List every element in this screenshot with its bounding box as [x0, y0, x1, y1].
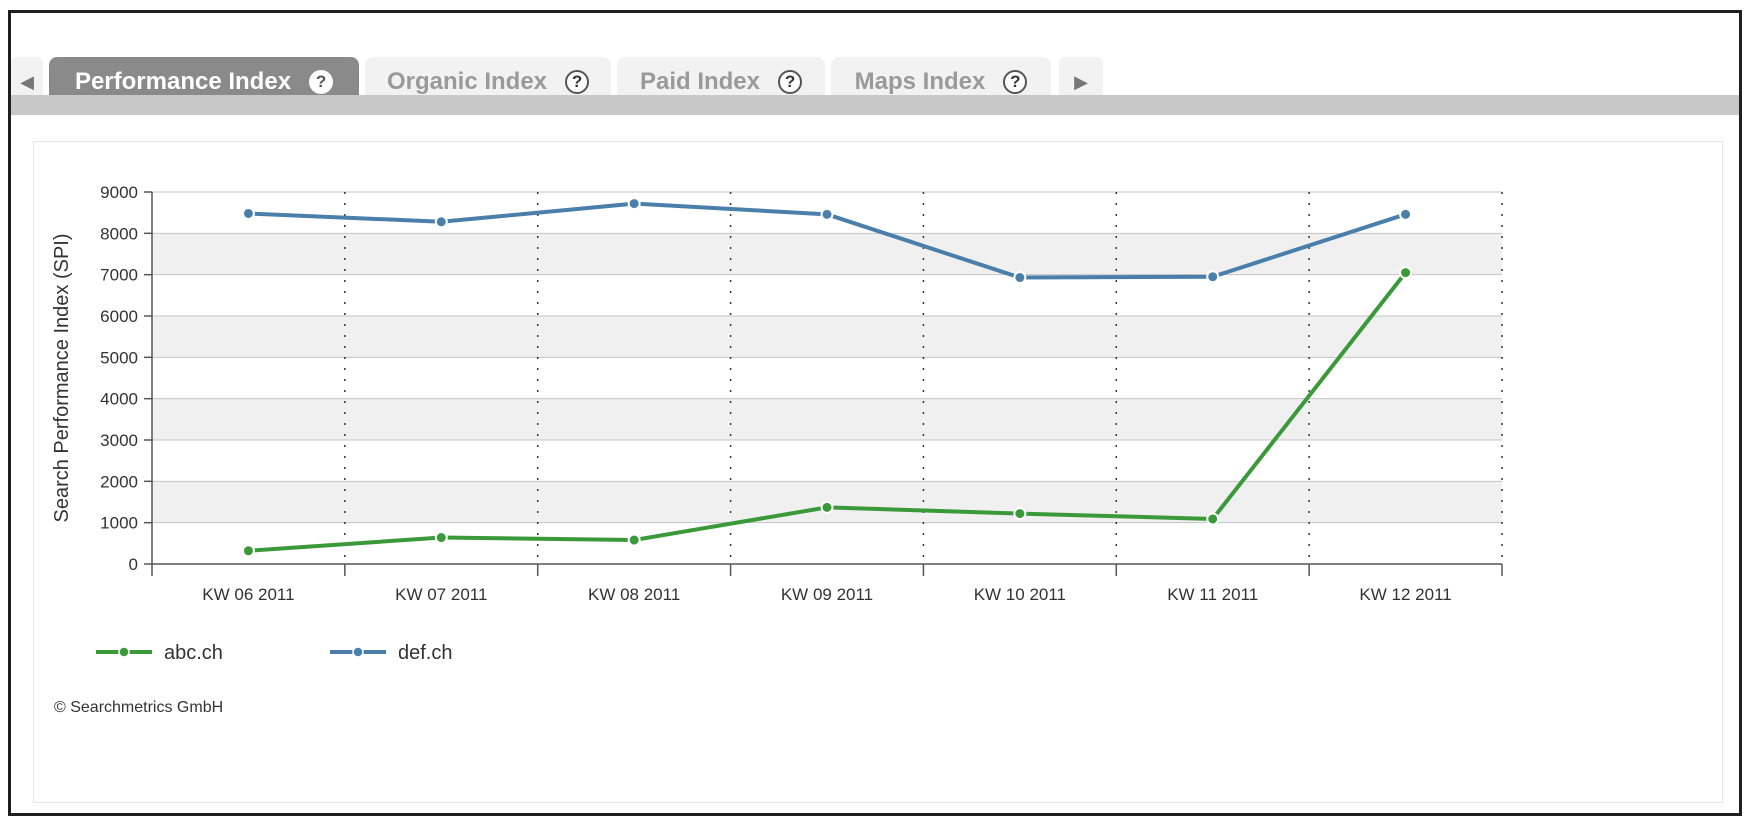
- arrow-left-icon: ◀: [20, 71, 34, 92]
- arrow-right-icon: ▶: [1074, 71, 1088, 92]
- help-icon[interactable]: ?: [309, 70, 334, 94]
- y-tick-label: 1000: [100, 514, 138, 533]
- plot-band: [152, 233, 1502, 275]
- data-point-abc-ch: [434, 531, 448, 545]
- chart-widget: ◀ Performance Index ? Organic Index ? Pa…: [8, 10, 1742, 816]
- data-point-def-ch: [1399, 207, 1413, 221]
- chart-panel: 0 1000 2000 3000 4000 5000 6000 7000 8000 9000 KW …: [33, 141, 1723, 803]
- help-icon[interactable]: ?: [565, 70, 590, 94]
- plot-band: [152, 357, 1502, 399]
- x-tick-label: KW 09 2011: [781, 585, 873, 604]
- y-tick-label: 0: [129, 555, 138, 574]
- help-icon[interactable]: ?: [1003, 70, 1028, 94]
- y-axis-title: Search Performance Index (SPI): [51, 233, 73, 522]
- y-tick-label: 2000: [100, 472, 138, 491]
- line-chart: 0 1000 2000 3000 4000 5000 6000 7000 8000 9000 KW …: [51, 183, 1503, 716]
- tab-label: Paid Index: [639, 68, 761, 95]
- data-point-def-ch: [1206, 270, 1220, 284]
- y-tick-label: 7000: [100, 266, 138, 285]
- legend-label-def-ch: def.ch: [398, 642, 452, 664]
- plot-band: [152, 440, 1502, 482]
- plot-band: [152, 398, 1502, 440]
- data-point-abc-ch: [627, 533, 641, 547]
- y-tick-label: 8000: [100, 224, 138, 243]
- y-tick-label: 5000: [100, 348, 138, 367]
- data-point-def-ch: [1013, 271, 1027, 285]
- legend-marker-def-ch: [352, 646, 364, 658]
- legend-label-abc-ch: abc.ch: [164, 642, 223, 664]
- data-point-def-ch: [627, 197, 641, 211]
- plot-band: [152, 316, 1502, 358]
- data-point-abc-ch: [241, 544, 255, 558]
- x-tick-label: KW 11 2011: [1167, 585, 1258, 604]
- tab-label: Maps Index: [854, 68, 986, 95]
- data-point-abc-ch: [1399, 266, 1413, 280]
- copyright-credit: © Searchmetrics GmbH: [54, 699, 223, 716]
- legend-marker-abc-ch: [118, 646, 130, 658]
- data-point-abc-ch: [820, 500, 834, 514]
- data-point-abc-ch: [1013, 507, 1027, 521]
- y-tick-label: 6000: [100, 307, 138, 326]
- x-tick-label: KW 06 2011: [202, 585, 294, 604]
- data-point-def-ch: [241, 206, 255, 220]
- y-tick-label: 3000: [100, 431, 138, 450]
- y-tick-label: 9000: [100, 183, 138, 202]
- tab-label: Performance Index: [74, 68, 292, 95]
- data-point-def-ch: [820, 207, 834, 221]
- y-tick-label: 4000: [100, 390, 138, 409]
- tab-strip-underline: [11, 95, 1739, 115]
- tab-label: Organic Index: [386, 68, 548, 95]
- x-tick-label: KW 12 2011: [1359, 585, 1451, 604]
- help-icon[interactable]: ?: [778, 70, 803, 94]
- x-tick-label: KW 08 2011: [588, 585, 680, 604]
- plot-band: [152, 274, 1502, 316]
- x-tick-label: KW 07 2011: [395, 585, 487, 604]
- x-tick-label: KW 10 2011: [974, 585, 1066, 604]
- data-point-abc-ch: [1206, 512, 1220, 526]
- data-point-def-ch: [434, 215, 448, 229]
